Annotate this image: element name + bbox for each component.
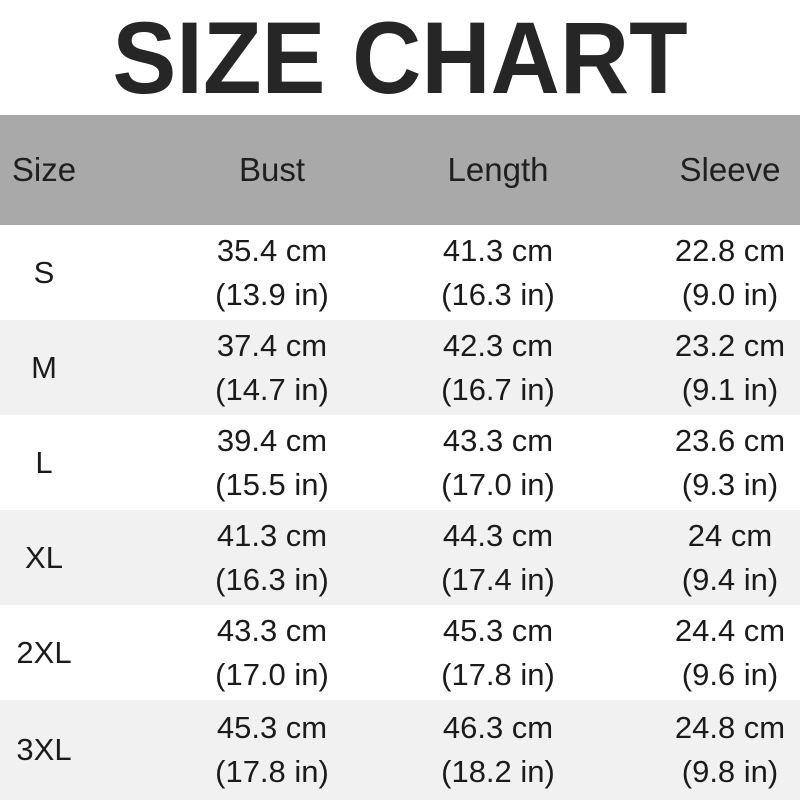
size-label: M xyxy=(31,349,57,385)
bust-in-value: (17.0 in) xyxy=(215,656,329,692)
sleeve-cm-value: 23.2 cm xyxy=(674,327,786,363)
bust-cm-value: 39.4 cm xyxy=(216,422,328,458)
table-row-s: S 35.4 cm (13.9 in) 41.3 cm (16.3 in) 22… xyxy=(0,225,800,320)
length-in-value: (17.0 in) xyxy=(441,466,555,502)
table-row-xl: XL 41.3 cm (16.3 in) 44.3 cm (17.4 in) 2… xyxy=(0,510,800,605)
length-cell: 46.3 cm (18.2 in) xyxy=(384,700,612,800)
bust-in-value: (16.3 in) xyxy=(215,561,329,597)
size-label: 2XL xyxy=(16,634,72,670)
length-cm-value: 43.3 cm xyxy=(442,422,554,458)
sleeve-cell: 24 cm (9.4 in) xyxy=(612,510,800,605)
sleeve-cell: 22.8 cm (9.0 in) xyxy=(612,225,800,320)
bust-cell: 45.3 cm (17.8 in) xyxy=(160,700,384,800)
bust-cell: 35.4 cm (13.9 in) xyxy=(160,225,384,320)
length-cm-value: 45.3 cm xyxy=(442,612,554,648)
column-header-sleeve: Sleeve xyxy=(612,115,800,225)
sleeve-in-value: (9.4 in) xyxy=(681,561,779,597)
size-table: Size Bust Length Sleeve S 35.4 cm (13.9 … xyxy=(0,115,800,800)
length-cell: 42.3 cm (16.7 in) xyxy=(384,320,612,415)
size-table-wrapper: Size Bust Length Sleeve S 35.4 cm (13.9 … xyxy=(0,115,800,800)
bust-cm-value: 35.4 cm xyxy=(216,232,328,268)
length-in-value: (17.8 in) xyxy=(441,656,555,692)
bust-in-value: (13.9 in) xyxy=(215,276,329,312)
length-cell: 43.3 cm (17.0 in) xyxy=(384,415,612,510)
bust-in-value: (15.5 in) xyxy=(215,466,329,502)
bust-cell: 41.3 cm (16.3 in) xyxy=(160,510,384,605)
length-cm-value: 46.3 cm xyxy=(442,710,554,745)
bust-cm-value: 37.4 cm xyxy=(216,327,328,363)
sleeve-cm-value: 23.6 cm xyxy=(674,422,786,458)
length-cm-value: 44.3 cm xyxy=(442,517,554,553)
bust-cell: 39.4 cm (15.5 in) xyxy=(160,415,384,510)
length-cell: 41.3 cm (16.3 in) xyxy=(384,225,612,320)
sleeve-in-value: (9.8 in) xyxy=(681,754,779,789)
title-band: SIZE CHART xyxy=(0,0,800,115)
length-cell: 45.3 cm (17.8 in) xyxy=(384,605,612,700)
sleeve-in-value: (9.1 in) xyxy=(681,371,779,407)
length-in-value: (16.3 in) xyxy=(441,276,555,312)
sleeve-in-value: (9.3 in) xyxy=(681,466,779,502)
sleeve-in-value: (9.6 in) xyxy=(681,656,779,692)
bust-cm-value: 43.3 cm xyxy=(216,612,328,648)
length-cm-value: 42.3 cm xyxy=(442,327,554,363)
length-in-value: (16.7 in) xyxy=(441,371,555,407)
size-label: L xyxy=(35,444,53,480)
column-header-bust: Bust xyxy=(160,115,384,225)
sleeve-cm-value: 22.8 cm xyxy=(674,232,786,268)
sleeve-cm-value: 24.8 cm xyxy=(674,710,786,745)
bust-in-value: (17.8 in) xyxy=(215,754,329,789)
bust-cm-value: 45.3 cm xyxy=(216,710,328,745)
table-row-2xl: 2XL 43.3 cm (17.0 in) 45.3 cm (17.8 in) … xyxy=(0,605,800,700)
column-header-size: Size xyxy=(0,115,160,225)
bust-cell: 37.4 cm (14.7 in) xyxy=(160,320,384,415)
table-row-3xl: 3XL 45.3 cm (17.8 in) 46.3 cm (18.2 in) … xyxy=(0,700,800,800)
sleeve-in-value: (9.0 in) xyxy=(681,276,779,312)
bust-cell: 43.3 cm (17.0 in) xyxy=(160,605,384,700)
table-row-m: M 37.4 cm (14.7 in) 42.3 cm (16.7 in) 23… xyxy=(0,320,800,415)
sleeve-cell: 23.6 cm (9.3 in) xyxy=(612,415,800,510)
length-in-value: (17.4 in) xyxy=(441,561,555,597)
column-header-length: Length xyxy=(384,115,612,225)
size-label: XL xyxy=(25,539,63,575)
length-cm-value: 41.3 cm xyxy=(442,232,554,268)
length-cell: 44.3 cm (17.4 in) xyxy=(384,510,612,605)
page-title: SIZE CHART xyxy=(112,0,688,115)
sleeve-cell: 23.2 cm (9.1 in) xyxy=(612,320,800,415)
bust-in-value: (14.7 in) xyxy=(215,371,329,407)
sleeve-cell: 24.4 cm (9.6 in) xyxy=(612,605,800,700)
table-header-row: Size Bust Length Sleeve xyxy=(0,115,800,225)
size-label: 3XL xyxy=(16,732,72,767)
sleeve-cell: 24.8 cm (9.8 in) xyxy=(612,700,800,800)
sleeve-cm-value: 24.4 cm xyxy=(674,612,786,648)
table-row-l: L 39.4 cm (15.5 in) 43.3 cm (17.0 in) 23… xyxy=(0,415,800,510)
size-label: S xyxy=(33,254,55,290)
sleeve-cm-value: 24 cm xyxy=(687,517,773,553)
bust-cm-value: 41.3 cm xyxy=(216,517,328,553)
length-in-value: (18.2 in) xyxy=(441,754,555,789)
